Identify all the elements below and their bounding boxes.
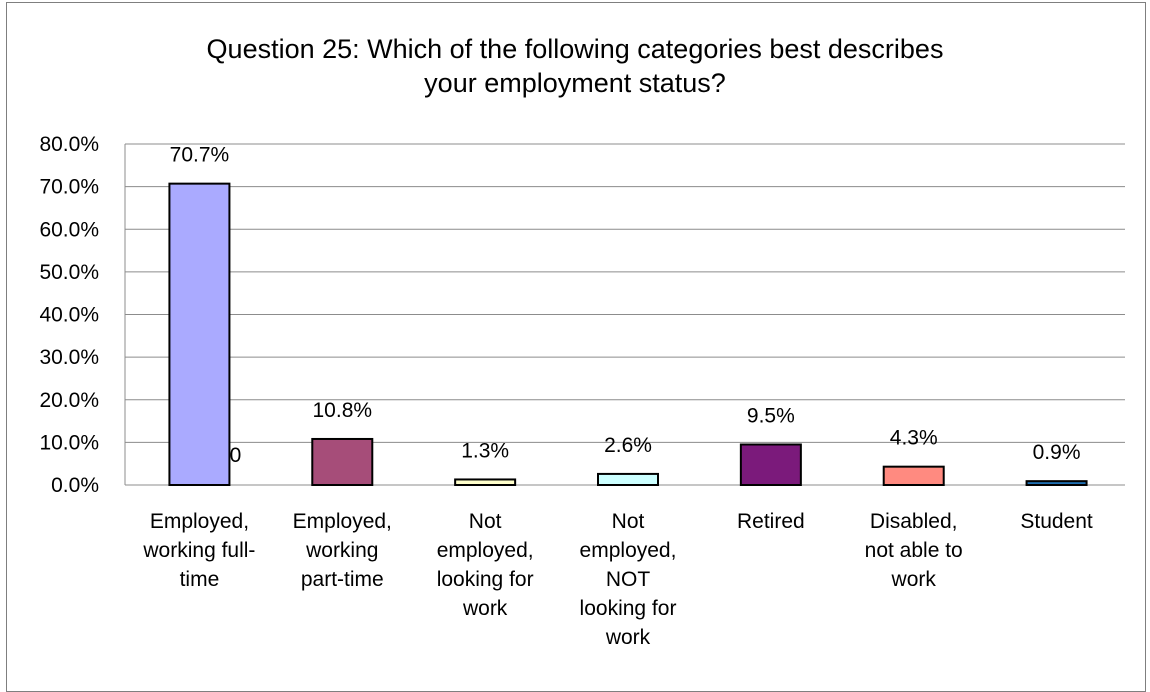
data-label: 70.7% (170, 144, 230, 167)
bar (597, 472, 659, 487)
x-category-label: Disabled, not able to work (865, 510, 963, 591)
y-tick-label: 60.0% (39, 218, 99, 241)
y-tick-label: 50.0% (39, 261, 99, 284)
x-category-label-line: work (605, 626, 651, 649)
x-category-label-line: employed, (580, 539, 677, 562)
x-category-label-line: working (305, 539, 378, 562)
y-tick-label: 0.0% (51, 474, 99, 497)
x-category-label-line: looking for (437, 568, 534, 591)
x-category-label: Employed, working part-time (293, 510, 392, 591)
y-tick-label: 70.0% (39, 176, 99, 199)
x-category-label-line: work (462, 597, 508, 620)
bar (311, 437, 374, 486)
x-category-label-line: not able to (865, 539, 963, 562)
bar (454, 478, 517, 486)
x-category-label: Not employed, NOT looking for work (580, 510, 677, 649)
x-category-label-line: time (180, 568, 220, 591)
x-category-label-line: Employed, (150, 510, 249, 533)
chart-title-line-1: Question 25: Which of the following cate… (206, 34, 944, 64)
data-label: 9.5% (747, 405, 795, 428)
x-category-label-line: NOT (606, 568, 651, 591)
y-tick-label: 10.0% (39, 431, 99, 454)
extra-data-label: 0 (230, 444, 242, 467)
data-label: 4.3% (890, 427, 938, 450)
y-tick-label: 80.0% (39, 133, 99, 156)
x-category-label-line: Retired (737, 510, 805, 533)
bar (882, 465, 945, 487)
y-tick-label: 40.0% (39, 304, 99, 327)
x-category-label-line: working full- (142, 539, 255, 562)
data-label: 0.9% (1033, 441, 1081, 464)
data-label: 10.8% (313, 399, 373, 422)
x-category-label-line: Student (1020, 510, 1093, 533)
x-category-label-line: part-time (301, 568, 384, 591)
y-tick-label: 20.0% (39, 389, 99, 412)
bar (168, 182, 231, 487)
x-category-label: Employed, working full-time (142, 510, 255, 591)
x-category-label-line: Disabled, (870, 510, 958, 533)
x-category-label: Student (1020, 510, 1093, 533)
y-tick-label: 30.0% (39, 346, 99, 369)
x-category-label: Retired (737, 510, 805, 533)
x-category-label-line: Employed, (293, 510, 392, 533)
bar (739, 443, 802, 487)
x-category-label-line: work (891, 568, 937, 591)
bar-chart: 0.0% 10.0% 20.0% 30.0% 40.0% 50.0% 60.0% 70.0% 8… (39, 133, 1125, 649)
x-category-label-line: Not (469, 510, 502, 533)
x-category-label-line: Not (612, 510, 645, 533)
chart-title: Question 25: Which of the following cate… (0, 32, 1150, 100)
bar (1025, 480, 1088, 487)
x-category-label: Not employed, looking for work (437, 510, 534, 620)
chart-title-line-2: your employment status? (424, 68, 726, 98)
x-category-label-line: employed, (437, 539, 534, 562)
data-label: 2.6% (604, 434, 652, 457)
x-category-label-line: looking for (580, 597, 677, 620)
data-label: 1.3% (461, 439, 509, 462)
